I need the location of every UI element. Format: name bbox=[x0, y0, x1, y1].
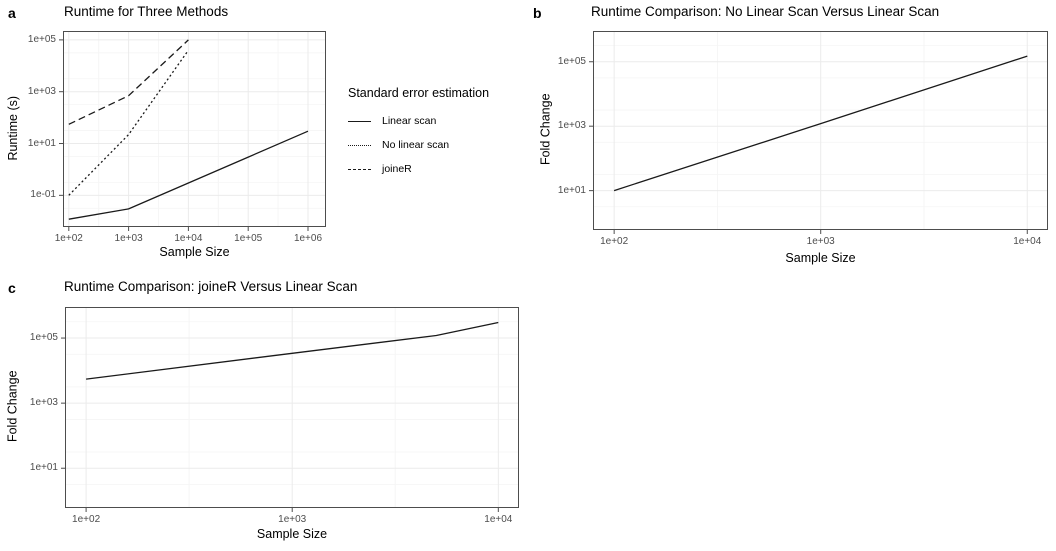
plot-area-b: 1e+02 1e+03 1e+04 1e+01 1e+03 1e+05 bbox=[558, 31, 1048, 247]
legend-item-label: joineR bbox=[382, 163, 412, 175]
panel-title-c: Runtime Comparison: joineR Versus Linear… bbox=[64, 279, 358, 294]
x-tick-label: 1e+06 bbox=[293, 233, 323, 244]
y-tick-label: 1e+03 bbox=[557, 120, 586, 132]
series-line-solid bbox=[613, 55, 1028, 192]
x-tick-label: 1e+03 bbox=[806, 236, 835, 247]
series-line-solid bbox=[86, 321, 499, 380]
legend-item-label: Linear scan bbox=[382, 115, 437, 127]
plot-area-a: 1e+02 1e+03 1e+04 1e+05 1e+06 1e-01 1e+01 1e+03… bbox=[28, 31, 326, 244]
x-tick-label: 1e+04 bbox=[174, 233, 203, 244]
y-tick-label: 1e+01 bbox=[29, 462, 58, 474]
panel-letter-a: a bbox=[8, 5, 16, 21]
y-tick-label: 1e-01 bbox=[30, 189, 56, 201]
y-tick-label: 1e+01 bbox=[557, 184, 586, 196]
legend-item-joiner: joineR bbox=[348, 157, 489, 181]
x-tick-label: 1e+04 bbox=[484, 514, 513, 525]
panel-border bbox=[63, 31, 326, 227]
panel-border bbox=[593, 31, 1048, 230]
y-tick-label: 1e+03 bbox=[29, 397, 58, 409]
legend-item-linear-scan: Linear scan bbox=[348, 109, 489, 133]
plot-svg-a bbox=[59, 31, 326, 231]
x-tick-label: 1e+02 bbox=[72, 514, 101, 525]
legend-items: Linear scan No linear scan joineR bbox=[348, 109, 489, 181]
legend-item-label: No linear scan bbox=[382, 139, 450, 151]
y-tick-label: 1e+05 bbox=[29, 332, 58, 344]
x-axis-title-c: Sample Size bbox=[256, 527, 328, 541]
series-line-solid bbox=[68, 130, 309, 220]
x-tick-label: 1e+03 bbox=[114, 233, 143, 244]
panel-letter-b: b bbox=[533, 5, 542, 21]
legend-line-swatch-dashed-icon bbox=[348, 168, 371, 170]
panel-background bbox=[63, 31, 326, 227]
plot-svg-c bbox=[61, 307, 519, 512]
y-tick-label: 1e+05 bbox=[27, 33, 56, 45]
legend-title: Standard error estimation bbox=[348, 86, 490, 100]
legend-line-swatch-dotted-icon bbox=[348, 144, 371, 146]
panel-title-b: Runtime Comparison: No Linear Scan Versu… bbox=[591, 4, 940, 19]
y-tick-label: 1e+03 bbox=[27, 85, 56, 97]
y-tick-label: 1e+05 bbox=[557, 55, 586, 67]
x-tick-label: 1e+02 bbox=[600, 236, 629, 247]
x-tick-label: 1e+02 bbox=[54, 233, 83, 244]
series-line-dotted bbox=[68, 49, 189, 196]
x-tick-label: 1e+04 bbox=[1013, 236, 1042, 247]
legend-line-swatch-solid-icon bbox=[348, 120, 371, 122]
panel-title-a: Runtime for Three Methods bbox=[64, 4, 229, 19]
panel-border bbox=[65, 307, 519, 508]
plot-area-c: 1e+02 1e+03 1e+04 1e+01 1e+03 1e+05 bbox=[30, 307, 519, 525]
series-line-dashed bbox=[68, 39, 189, 125]
x-tick-label: 1e+03 bbox=[278, 514, 307, 525]
legend: Standard error estimation Linear scan No … bbox=[348, 86, 489, 181]
x-tick-label: 1e+05 bbox=[234, 233, 263, 244]
x-axis-title-a: Sample Size bbox=[159, 245, 230, 259]
panel-letter-c: c bbox=[8, 280, 16, 296]
legend-item-no-linear-scan: No linear scan bbox=[348, 133, 489, 157]
plot-svg-b bbox=[589, 31, 1048, 234]
y-tick-label: 1e+01 bbox=[27, 137, 56, 149]
x-axis-title-b: Sample Size bbox=[785, 251, 856, 265]
